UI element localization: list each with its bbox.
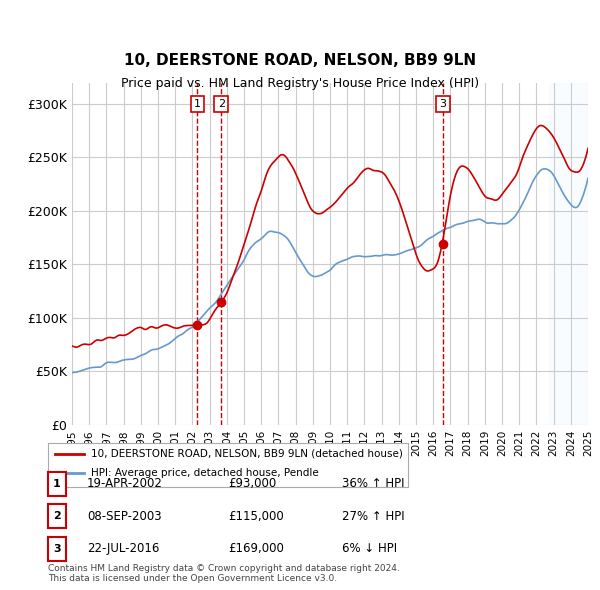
Text: 3: 3 <box>53 544 61 553</box>
Text: Price paid vs. HM Land Registry's House Price Index (HPI): Price paid vs. HM Land Registry's House … <box>121 77 479 90</box>
Bar <box>549 83 588 425</box>
Text: £115,000: £115,000 <box>228 510 284 523</box>
Text: 1: 1 <box>194 99 201 109</box>
Text: 10, DEERSTONE ROAD, NELSON, BB9 9LN: 10, DEERSTONE ROAD, NELSON, BB9 9LN <box>124 53 476 68</box>
Text: 3: 3 <box>439 99 446 109</box>
Text: 27% ↑ HPI: 27% ↑ HPI <box>342 510 404 523</box>
Text: £169,000: £169,000 <box>228 542 284 555</box>
Text: £93,000: £93,000 <box>228 477 276 490</box>
Text: 2: 2 <box>53 512 61 521</box>
Text: 36% ↑ HPI: 36% ↑ HPI <box>342 477 404 490</box>
Text: 1: 1 <box>53 479 61 489</box>
Text: 22-JUL-2016: 22-JUL-2016 <box>87 542 160 555</box>
Text: 19-APR-2002: 19-APR-2002 <box>87 477 163 490</box>
Text: 6% ↓ HPI: 6% ↓ HPI <box>342 542 397 555</box>
Text: 10, DEERSTONE ROAD, NELSON, BB9 9LN (detached house): 10, DEERSTONE ROAD, NELSON, BB9 9LN (det… <box>91 448 403 458</box>
Text: HPI: Average price, detached house, Pendle: HPI: Average price, detached house, Pend… <box>91 468 319 478</box>
Text: Contains HM Land Registry data © Crown copyright and database right 2024.
This d: Contains HM Land Registry data © Crown c… <box>48 563 400 583</box>
Text: 2: 2 <box>218 99 225 109</box>
Text: 08-SEP-2003: 08-SEP-2003 <box>87 510 161 523</box>
